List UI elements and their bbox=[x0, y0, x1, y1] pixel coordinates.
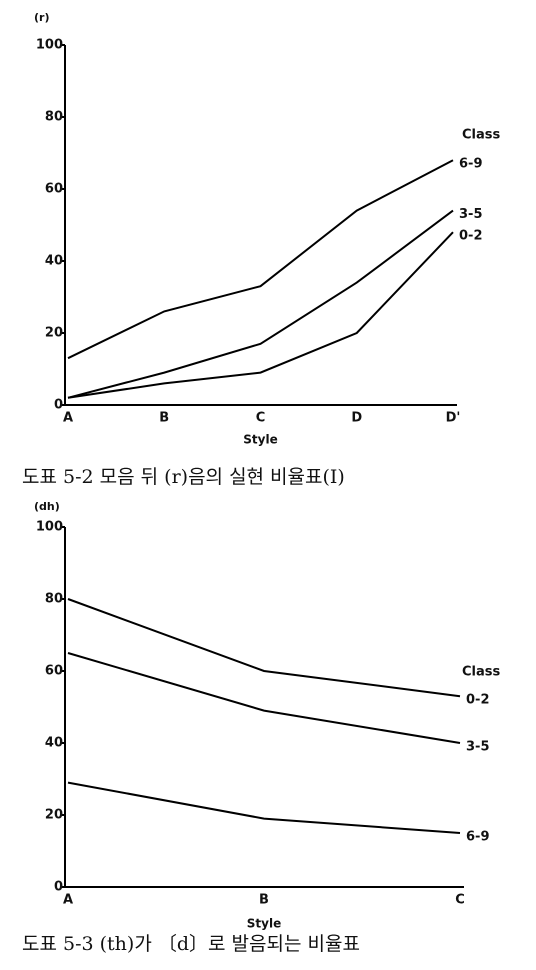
data-line bbox=[67, 209, 454, 399]
x-tick-label: B bbox=[159, 411, 169, 426]
x-tick-label: C bbox=[256, 411, 266, 426]
x-tick-label: D bbox=[351, 411, 362, 426]
y-tick-label: 0 bbox=[54, 398, 63, 413]
x-tick-label: A bbox=[63, 411, 73, 426]
y-axis-label: (dh) bbox=[34, 500, 60, 513]
data-line bbox=[67, 598, 461, 698]
legend-label: 6-9 bbox=[459, 157, 483, 172]
y-tick-label: 0 bbox=[54, 880, 63, 895]
y-axis-label: (r) bbox=[34, 11, 49, 24]
x-tick-label: D' bbox=[446, 411, 461, 426]
caption: 도표 5-3 (th)가 〔d〕로 발음되는 비율표 bbox=[22, 933, 360, 955]
y-tick-label: 60 bbox=[45, 664, 63, 679]
legend-label: 6-9 bbox=[466, 830, 490, 845]
legend-label: 3-5 bbox=[459, 207, 483, 222]
legend-title: Class bbox=[462, 665, 501, 680]
legend-label: 0-2 bbox=[459, 229, 483, 244]
caption: 도표 5-2 모음 뒤 (r)음의 실현 비율표(Ⅰ) bbox=[22, 466, 345, 488]
y-tick-label: 20 bbox=[45, 808, 63, 823]
legend-label: 0-2 bbox=[466, 693, 490, 708]
y-tick-label: 100 bbox=[36, 38, 63, 53]
y-tick-label: 100 bbox=[36, 520, 63, 535]
data-line bbox=[67, 231, 454, 399]
x-tick-label: B bbox=[259, 893, 269, 908]
data-line bbox=[67, 781, 461, 834]
y-tick-label: 20 bbox=[45, 326, 63, 341]
x-tick-label: C bbox=[455, 893, 465, 908]
y-tick-label: 40 bbox=[45, 254, 63, 269]
x-axis-label: Style bbox=[243, 433, 277, 447]
legend-label: 3-5 bbox=[466, 740, 490, 755]
y-tick-label: 60 bbox=[45, 182, 63, 197]
x-axis-label: Style bbox=[247, 917, 281, 931]
legend-title: Class bbox=[462, 128, 501, 143]
data-line bbox=[67, 652, 461, 744]
x-tick-label: A bbox=[63, 893, 73, 908]
data-line bbox=[67, 159, 454, 360]
y-tick-label: 80 bbox=[45, 592, 63, 607]
y-tick-label: 40 bbox=[45, 736, 63, 751]
y-tick-label: 80 bbox=[45, 110, 63, 125]
